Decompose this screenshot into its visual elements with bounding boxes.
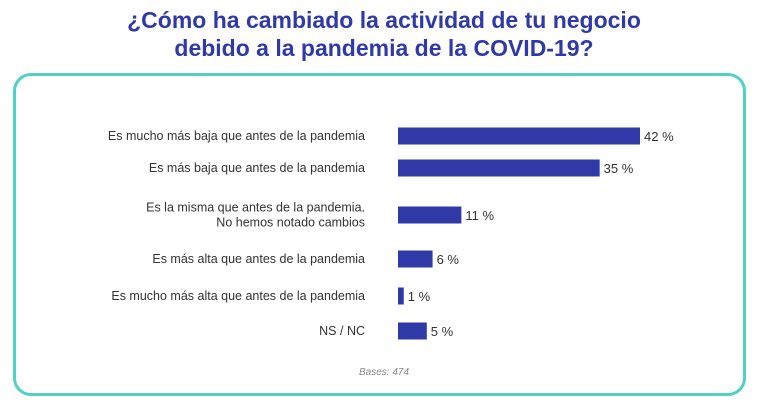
value-label-0: 42 %: [644, 129, 674, 144]
chart-title: ¿Cómo ha cambiado la actividad de tu neg…: [0, 6, 768, 62]
chart-title-line-2: debido a la pandemia de la COVID-19?: [174, 35, 594, 61]
value-label-2: 11 %: [465, 208, 494, 223]
bar-3: [398, 250, 433, 268]
value-label-3: 6 %: [437, 252, 460, 267]
bar-0: [398, 127, 640, 145]
category-label-1: Es más baja que antes de la pandemia: [149, 161, 365, 175]
bar-5: [398, 322, 427, 340]
category-label-4: Es mucho más alta que antes de la pandem…: [111, 289, 365, 303]
category-label-5: NS / NC: [319, 324, 365, 338]
value-label-5: 5 %: [431, 324, 454, 339]
chart-panel: [13, 73, 746, 396]
chart-title-line-1: ¿Cómo ha cambiado la actividad de tu neg…: [127, 7, 641, 33]
bases-note: Bases: 474: [358, 367, 410, 378]
value-label-4: 1 %: [408, 289, 431, 304]
category-label-3: Es más alta que antes de la pandemia: [152, 252, 365, 266]
bar-2: [398, 206, 462, 224]
bar-1: [398, 159, 600, 177]
category-label-2: Es la misma que antes de la pandemia. No …: [146, 201, 365, 230]
bar-4: [398, 287, 404, 305]
category-label-0: Es mucho más baja que antes de la pandem…: [108, 129, 365, 143]
value-label-1: 35 %: [604, 161, 634, 176]
